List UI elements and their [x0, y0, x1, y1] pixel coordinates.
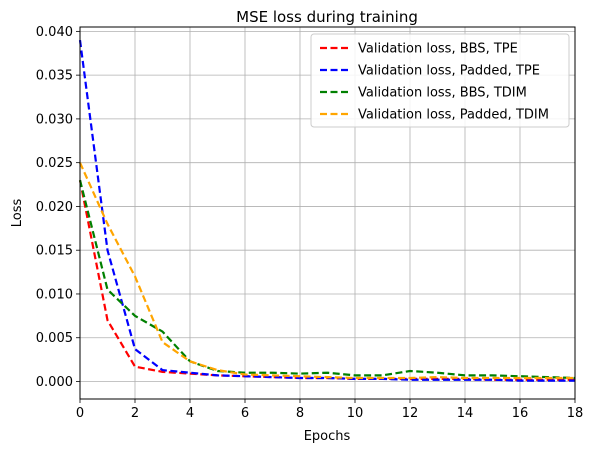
series-line-4 — [78, 162, 575, 380]
y-axis-label: Loss — [10, 199, 25, 228]
y-tick-label: 0.000 — [36, 375, 73, 390]
y-tick-label: 0.015 — [36, 244, 73, 259]
y-tick-label: 0.005 — [36, 331, 73, 346]
legend-box — [310, 33, 570, 128]
y-tick-label: 0.030 — [36, 112, 73, 127]
x-axis-label: Epochs — [304, 429, 351, 444]
x-tick-label: 4 — [186, 406, 194, 421]
y-axis-ticks: 0.000 0.005 0.010 0.015 0.020 0.025 0.030 0.035… — [36, 25, 80, 390]
y-tick-label: 0.020 — [36, 200, 73, 215]
x-tick-label: 14 — [457, 406, 474, 421]
y-tick-label: 0.010 — [36, 287, 73, 302]
x-tick-label: 10 — [347, 406, 364, 421]
series-lines — [78, 39, 576, 382]
x-tick-label: 12 — [402, 406, 419, 421]
x-tick-label: 2 — [131, 406, 139, 421]
y-tick-label: 0.025 — [36, 156, 73, 171]
y-tick-label: 0.040 — [36, 25, 73, 40]
x-tick-label: 18 — [567, 406, 584, 421]
x-axis-ticks: 0 2 4 6 8 10 12 14 16 18 — [76, 399, 583, 421]
x-tick-label: 6 — [241, 406, 249, 421]
legend: Validation loss, BBS, TPE Validation loss… — [310, 33, 570, 128]
series-line-1 — [78, 179, 575, 381]
legend-label: Validation loss, Padded, TDIM — [358, 108, 549, 123]
series-line-2 — [78, 39, 575, 382]
x-tick-label: 8 — [296, 406, 304, 421]
legend-label: Validation loss, BBS, TPE — [358, 42, 518, 57]
x-tick-label: 16 — [512, 406, 529, 421]
series-line-3 — [78, 179, 576, 380]
y-tick-label: 0.035 — [36, 69, 73, 84]
legend-label: Validation loss, Padded, TPE — [358, 64, 540, 79]
chart-title: MSE loss during training — [236, 8, 418, 26]
plot-frame — [79, 26, 576, 400]
legend-label: Validation loss, BBS, TDIM — [358, 86, 527, 101]
x-tick-label: 0 — [76, 406, 84, 421]
